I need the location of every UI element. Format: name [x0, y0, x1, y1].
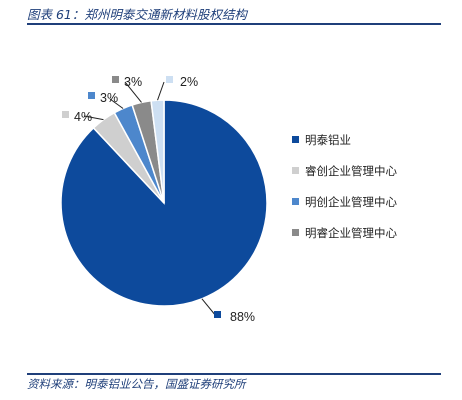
data-label: 2% [180, 75, 198, 89]
source-rule [27, 373, 441, 375]
leader-line [83, 115, 104, 121]
leader-line [124, 81, 142, 103]
data-label-swatch [112, 76, 119, 83]
pie-slice [60, 99, 268, 307]
data-label: 3% [100, 91, 118, 105]
leader-line [201, 298, 217, 317]
data-label-swatch [166, 76, 173, 83]
leader-line [157, 81, 165, 101]
data-label: 4% [74, 110, 92, 124]
legend-label: 睿创企业管理中心 [305, 164, 397, 178]
title-rule [27, 23, 441, 25]
legend-swatch [292, 136, 299, 143]
legend-label: 明创企业管理中心 [305, 195, 397, 209]
legend-label: 明泰铝业 [305, 133, 351, 147]
figure-title: 图表 61：郑州明泰交通新材料股权结构 [27, 7, 247, 22]
data-label-swatch [214, 311, 221, 318]
legend-swatch [292, 229, 299, 236]
pie-slice [150, 99, 165, 204]
data-label-swatch [88, 92, 95, 99]
source-note: 资料来源：明泰铝业公告，国盛证券研究所 [27, 377, 246, 391]
legend-label: 明睿企业管理中心 [305, 226, 397, 240]
pie-labels: 88% 4% 3% 3% 2% [62, 75, 255, 324]
leader-line [109, 98, 124, 109]
pie-slices [60, 99, 268, 307]
legend-swatch [292, 167, 299, 174]
data-label-swatch [62, 111, 69, 118]
data-label: 3% [124, 75, 142, 89]
data-label: 88% [230, 310, 255, 324]
legend-swatch [292, 198, 299, 205]
